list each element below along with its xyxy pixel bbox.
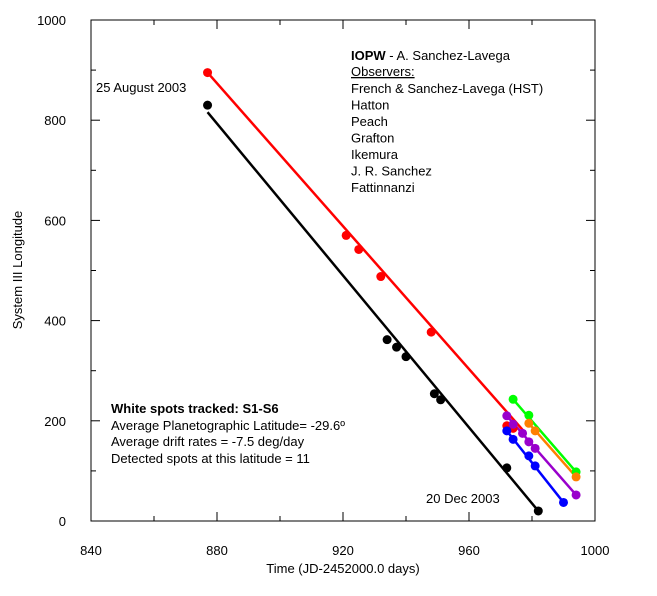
data-point (533, 506, 543, 516)
data-point (382, 335, 392, 345)
y-tick-label: 600 (44, 213, 66, 228)
observer-name: French & Sanchez-Lavega (HST) (351, 81, 543, 96)
data-point (530, 426, 540, 436)
stats-detected: Detected spots at this latitude = 11 (111, 451, 310, 466)
data-point (341, 230, 351, 240)
y-axis-label: System III Longitude (10, 211, 25, 330)
data-point (401, 352, 411, 362)
y-tick-label: 200 (44, 414, 66, 429)
observer-name: Ikemura (351, 147, 399, 162)
observer-name: Grafton (351, 131, 394, 146)
observer-name: J. R. Sanchez (351, 164, 432, 179)
data-point (426, 327, 436, 337)
data-point (354, 244, 364, 254)
data-point (508, 434, 518, 444)
x-tick-label: 880 (206, 543, 228, 558)
data-point (508, 394, 518, 404)
source-title-rest: - A. Sanchez-Lavega (386, 48, 511, 63)
data-point (502, 426, 512, 436)
x-tick-labels: 840 880 920 960 1000 (80, 543, 609, 558)
data-point (203, 68, 213, 78)
y-tick-label: 1000 (37, 13, 66, 28)
observers-list: French & Sanchez-Lavega (HST) HattonPeach… (351, 81, 543, 195)
x-tick-label: 1000 (581, 543, 610, 558)
y-tick-label: 800 (44, 113, 66, 128)
observer-name: Peach (351, 114, 388, 129)
data-point (508, 419, 518, 429)
data-point (524, 410, 534, 420)
end-date-annotation: 20 Dec 2003 (426, 491, 500, 506)
data-points (203, 68, 581, 516)
data-point (524, 437, 534, 447)
data-point (559, 497, 568, 507)
observer-name: Fattinnanzi (351, 180, 415, 195)
data-point (530, 461, 540, 471)
data-point (376, 272, 386, 282)
x-tick-label: 840 (80, 543, 102, 558)
source-title: IOPW - A. Sanchez-Lavega (351, 48, 511, 63)
fit-line-0 (206, 71, 527, 435)
x-tick-label: 920 (332, 543, 354, 558)
observer-name: Hatton (351, 98, 389, 113)
data-point (571, 472, 581, 482)
data-point (571, 490, 581, 500)
stats-tracked: White spots tracked: S1-S6 (111, 401, 279, 416)
start-date-annotation: 25 August 2003 (96, 80, 186, 95)
axis-ticks (90, 19, 596, 522)
data-point (436, 395, 446, 405)
data-point (518, 428, 528, 438)
stats-drift: Average drift rates = -7.5 deg/day (111, 434, 305, 449)
data-point (203, 100, 213, 110)
y-tick-label: 400 (44, 314, 66, 329)
fit-line-2 (512, 398, 578, 473)
data-point (524, 418, 534, 428)
data-point (524, 451, 534, 461)
data-point (429, 389, 439, 399)
observers-heading: Observers: (351, 64, 415, 79)
x-axis-label: Time (JD-2452000.0 days) (266, 561, 419, 576)
x-tick-label: 960 (458, 543, 480, 558)
data-point (502, 411, 512, 421)
y-tick-label: 0 (59, 514, 66, 529)
y-tick-labels: 0 200 400 600 800 1000 (37, 13, 66, 529)
data-point (392, 342, 402, 352)
data-point (530, 443, 540, 453)
fit-line-1 (206, 111, 540, 512)
source-title-bold: IOPW (351, 48, 386, 63)
fit-line-4 (505, 414, 578, 496)
data-point (502, 463, 512, 473)
stats-latitude: Average Planetographic Latitude= -29.6º (111, 418, 345, 433)
